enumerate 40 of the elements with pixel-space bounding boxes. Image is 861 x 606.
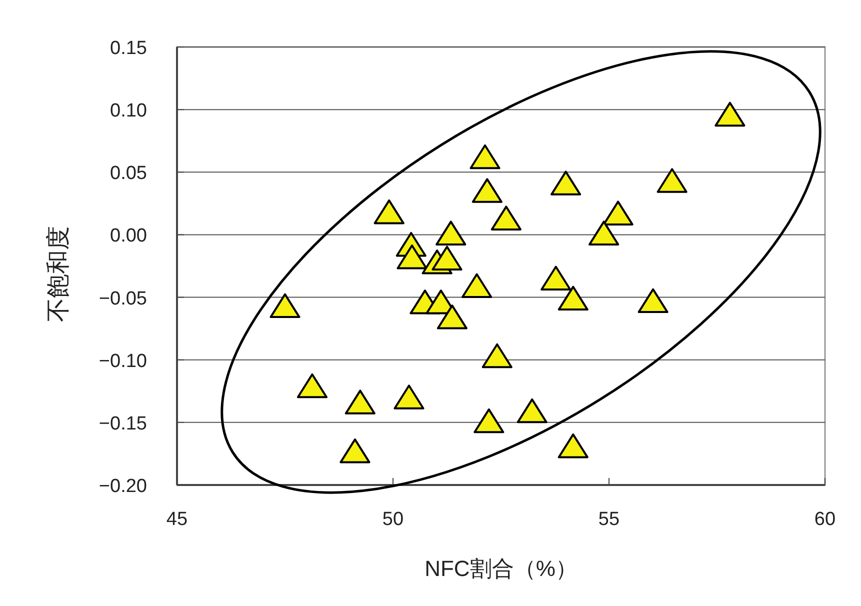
point (462, 273, 492, 298)
point (340, 438, 370, 464)
point (558, 433, 588, 458)
y-tick-label: 0.15 (110, 38, 147, 59)
y-tick-label: −0.10 (98, 350, 147, 372)
point (394, 384, 424, 410)
point (482, 343, 512, 368)
point (558, 286, 588, 311)
y-tick-label: −0.15 (98, 413, 147, 434)
y-tick-label: −0.05 (98, 288, 147, 310)
point (490, 206, 522, 230)
point (638, 288, 668, 314)
y-tick-label: −0.20 (98, 476, 147, 497)
point (270, 293, 300, 318)
point (588, 220, 620, 246)
point (656, 168, 688, 193)
point (470, 144, 500, 170)
y-tick-label: 0.05 (110, 163, 147, 184)
point (714, 102, 746, 127)
point (550, 170, 582, 196)
x-axis-title: NFC割合（%） (424, 556, 578, 581)
y-tick-label: 0.00 (110, 226, 147, 247)
point (436, 220, 466, 246)
x-tick-label: 45 (166, 509, 188, 530)
x-tick-label: 60 (814, 509, 836, 530)
point (516, 398, 548, 424)
point (602, 200, 634, 226)
y-tick-label: 0.10 (110, 100, 147, 122)
point (540, 266, 572, 291)
x-tick-label: 55 (598, 509, 620, 530)
point (436, 304, 468, 330)
point (344, 390, 376, 414)
point (432, 246, 462, 270)
point (296, 373, 328, 398)
point (472, 178, 502, 203)
point (396, 244, 428, 270)
y-axis-title: 不飽和度 (45, 226, 72, 322)
point (374, 199, 404, 224)
point (474, 408, 504, 434)
x-tick-label: 50 (382, 509, 404, 530)
